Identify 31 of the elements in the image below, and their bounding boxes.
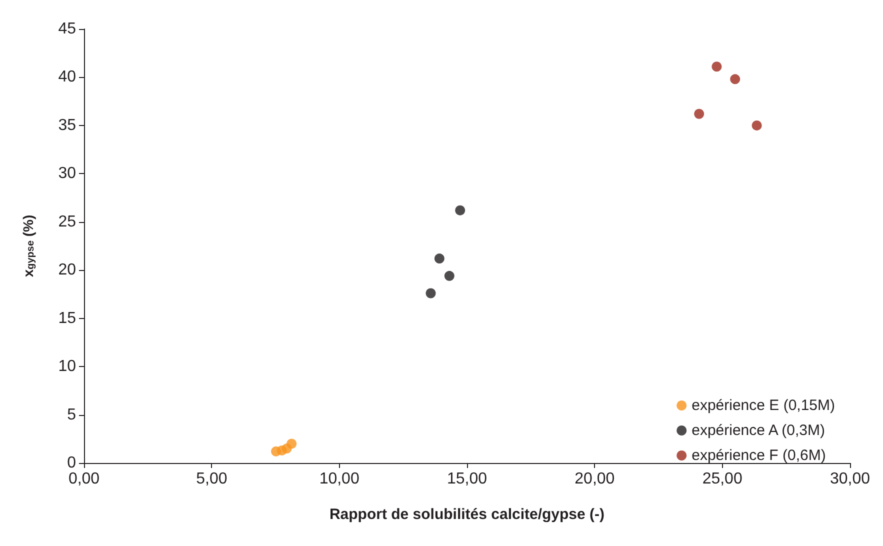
point: [286, 438, 297, 449]
point: [444, 270, 454, 281]
x-tick-label: 5,00: [196, 470, 228, 488]
x-tick-label: 0,00: [68, 470, 100, 488]
x-tick-label: 20,00: [574, 470, 615, 488]
y-tick-label: 10: [58, 358, 76, 376]
point: [426, 288, 436, 298]
y-tick-label: 45: [58, 20, 76, 38]
y-tick-label: 25: [58, 213, 76, 230]
y-tick-label: 0: [67, 454, 76, 472]
x-tick-label: 25,00: [702, 470, 742, 488]
point: [455, 205, 466, 216]
legend-label: expérience E (0,15M): [692, 397, 836, 414]
point: [434, 254, 444, 264]
point: [694, 108, 704, 119]
x-tick-label: 30,00: [830, 470, 870, 488]
y-tick-label: 15: [58, 310, 76, 327]
x-tick-label: 15,00: [446, 470, 488, 488]
point: [730, 74, 740, 84]
point: [752, 120, 762, 130]
legend-label: expérience A (0,3M): [692, 422, 826, 439]
y-tick-label: 35: [58, 116, 76, 134]
y-tick-label: 5: [67, 406, 76, 424]
x-tick-label: 10,00: [319, 470, 360, 488]
x-axis-title: Rapport de solubilités calcite/gypse (-): [329, 506, 605, 523]
y-tick-label: 40: [58, 68, 76, 86]
legend-label: expérience F (0,6M): [692, 447, 826, 464]
y-tick-label: 20: [58, 262, 76, 279]
point: [712, 62, 722, 72]
y-axis-title: xgypse (%): [20, 214, 36, 278]
y-tick-label: 30: [58, 165, 76, 182]
